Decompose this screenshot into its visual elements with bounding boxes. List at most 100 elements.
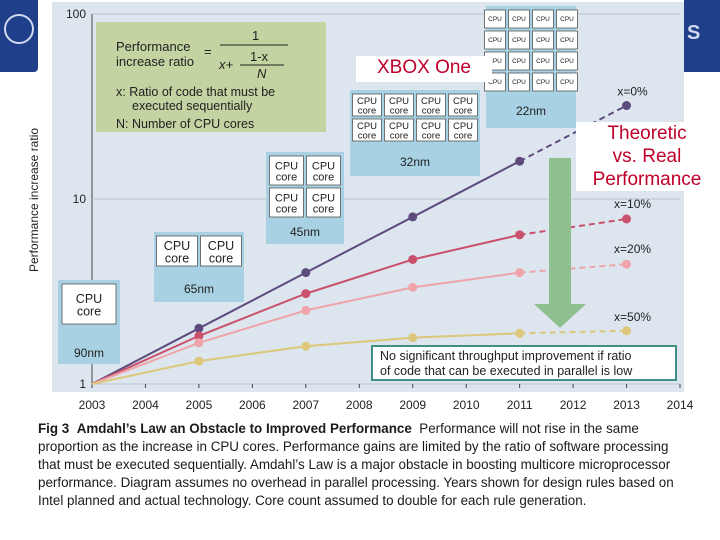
cpu-core-icon bbox=[352, 93, 382, 117]
series-label: x=50% bbox=[614, 310, 651, 324]
data-point-x=20% bbox=[622, 259, 632, 269]
cpu-core-text: core bbox=[276, 204, 297, 216]
node-label: 90nm bbox=[74, 346, 104, 360]
data-point-x=50% bbox=[408, 333, 418, 343]
data-point-x=50% bbox=[622, 326, 632, 336]
series-dashed-x=50% bbox=[519, 329, 627, 335]
cpu-core-text: CPU bbox=[389, 121, 409, 132]
cpu-core-text: core bbox=[454, 131, 472, 142]
data-point-x=50% bbox=[515, 328, 525, 338]
data-point-x=20% bbox=[194, 338, 204, 348]
figure-caption: Fig 3 Amdahl’s Law an Obstacle to Improv… bbox=[38, 420, 688, 510]
y-axis-label: Performance increase ratio bbox=[27, 128, 41, 272]
cpu-core-text: core bbox=[358, 106, 376, 117]
cpu-core-text: CPU bbox=[536, 58, 550, 65]
formula-note-x-1: x: Ratio of code that must be bbox=[116, 85, 275, 99]
cpu-core-text: CPU bbox=[312, 161, 335, 173]
x-tick-label: 2007 bbox=[292, 398, 319, 412]
x-tick-label: 2008 bbox=[346, 398, 373, 412]
caption-fig: Fig 3 bbox=[38, 421, 70, 436]
cpu-core-text: CPU bbox=[512, 16, 526, 23]
cpu-core-text: core bbox=[77, 305, 101, 319]
cpu-core-text: CPU bbox=[453, 96, 473, 107]
series-dashed-x=10% bbox=[519, 217, 627, 236]
cpu-core-icon bbox=[269, 187, 304, 218]
cpu-core-icon bbox=[556, 30, 578, 50]
cpu-core-text: CPU bbox=[488, 79, 502, 86]
cpu-core-text: CPU bbox=[560, 16, 574, 23]
data-point-x=10% bbox=[301, 289, 311, 299]
callout-box: No significant throughput improvement if… bbox=[371, 345, 677, 381]
formula-note-n: N: Number of CPU cores bbox=[116, 117, 254, 131]
formula-den-x: x+ bbox=[218, 57, 234, 72]
data-point-x=50% bbox=[301, 341, 311, 351]
cpu-core-text: CPU bbox=[536, 37, 550, 44]
cpu-core-icon bbox=[384, 93, 414, 117]
logo-left bbox=[0, 0, 38, 72]
cpu-core-text: CPU bbox=[560, 37, 574, 44]
cpu-core-text: CPU bbox=[560, 79, 574, 86]
cpu-core-boxes: CPUcore90nmCPUcoreCPUcore65nmCPUcoreCPUc… bbox=[58, 6, 578, 364]
formula-lhs-2: increase ratio bbox=[116, 54, 194, 69]
cpu-core-icon bbox=[532, 72, 554, 92]
cpu-core-icon bbox=[556, 72, 578, 92]
data-point-x=10% bbox=[194, 331, 204, 341]
theoretic-line-3: Performance bbox=[592, 169, 702, 190]
gridlines bbox=[92, 13, 680, 385]
cpu-core-text: CPU bbox=[312, 193, 335, 205]
cpu-core-icon bbox=[384, 118, 414, 142]
cpu-core-icon bbox=[508, 51, 530, 71]
node-label: 65nm bbox=[184, 282, 214, 296]
cpu-core-text: CPU bbox=[421, 96, 441, 107]
cpu-core-text: CPU bbox=[488, 16, 502, 23]
series-group bbox=[91, 101, 632, 385]
cpu-core-icon bbox=[532, 30, 554, 50]
cpu-core-icon bbox=[556, 51, 578, 71]
caption-title: Amdahl’s Law an Obstacle to Improved Per… bbox=[76, 421, 412, 436]
cpu-core-text: CPU bbox=[488, 58, 502, 65]
cpu-core-text: CPU bbox=[76, 292, 102, 306]
cpu-core-text: CPU bbox=[453, 121, 473, 132]
data-point-x=10% bbox=[622, 214, 632, 224]
data-point-x=20% bbox=[515, 268, 525, 278]
formula-eq: = bbox=[204, 44, 212, 59]
cpu-core-text: CPU bbox=[560, 58, 574, 65]
cpu-core-icon bbox=[508, 9, 530, 29]
xbox-one-label: XBOX One bbox=[356, 56, 492, 82]
cpu-core-text: CPU bbox=[421, 121, 441, 132]
cpu-core-icon bbox=[269, 155, 304, 186]
formula-lhs-1: Performance bbox=[116, 39, 190, 54]
cpu-core-text: core bbox=[358, 131, 376, 142]
cpu-core-text: core bbox=[276, 172, 297, 184]
formula-den-bottom: N bbox=[257, 66, 267, 81]
cpu-core-text: CPU bbox=[512, 37, 526, 44]
data-point-x=20% bbox=[408, 282, 418, 292]
seal-icon bbox=[4, 14, 34, 44]
cpu-core-text: CPU bbox=[275, 161, 298, 173]
node-label: 22nm bbox=[516, 104, 546, 118]
formula-box: Performance increase ratio = 1 1-x x+ N … bbox=[96, 22, 326, 132]
cpu-core-icon bbox=[416, 93, 446, 117]
x-tick-label: 2011 bbox=[507, 398, 533, 412]
cpu-core-text: core bbox=[165, 252, 189, 266]
cpu-core-icon bbox=[532, 51, 554, 71]
x-tick-label: 2013 bbox=[613, 398, 640, 412]
cpu-core-icon bbox=[556, 9, 578, 29]
cpu-core-text: core bbox=[209, 252, 233, 266]
cpu-core-icon bbox=[200, 235, 242, 267]
cpu-core-text: core bbox=[313, 204, 334, 216]
y-tick-label: 100 bbox=[66, 7, 86, 21]
series-labels: x=0% x=10% x=20% x=50% bbox=[614, 85, 651, 324]
callout-line-2: of code that can be executed in parallel… bbox=[380, 364, 633, 378]
cpu-core-text: CPU bbox=[512, 79, 526, 86]
cpu-core-text: CPU bbox=[536, 16, 550, 23]
cpu-core-text: CPU bbox=[164, 239, 190, 253]
data-point-x=50% bbox=[194, 356, 204, 366]
data-point-x=20% bbox=[301, 305, 311, 315]
x-tick-label: 2010 bbox=[453, 398, 480, 412]
caption-text: Performance will not rise in the same pr… bbox=[38, 421, 674, 509]
cpu-core-icon bbox=[508, 30, 530, 50]
node-label: 45nm bbox=[290, 225, 320, 239]
cpu-core-text: CPU bbox=[488, 37, 502, 44]
data-point-x=0% bbox=[408, 212, 418, 222]
